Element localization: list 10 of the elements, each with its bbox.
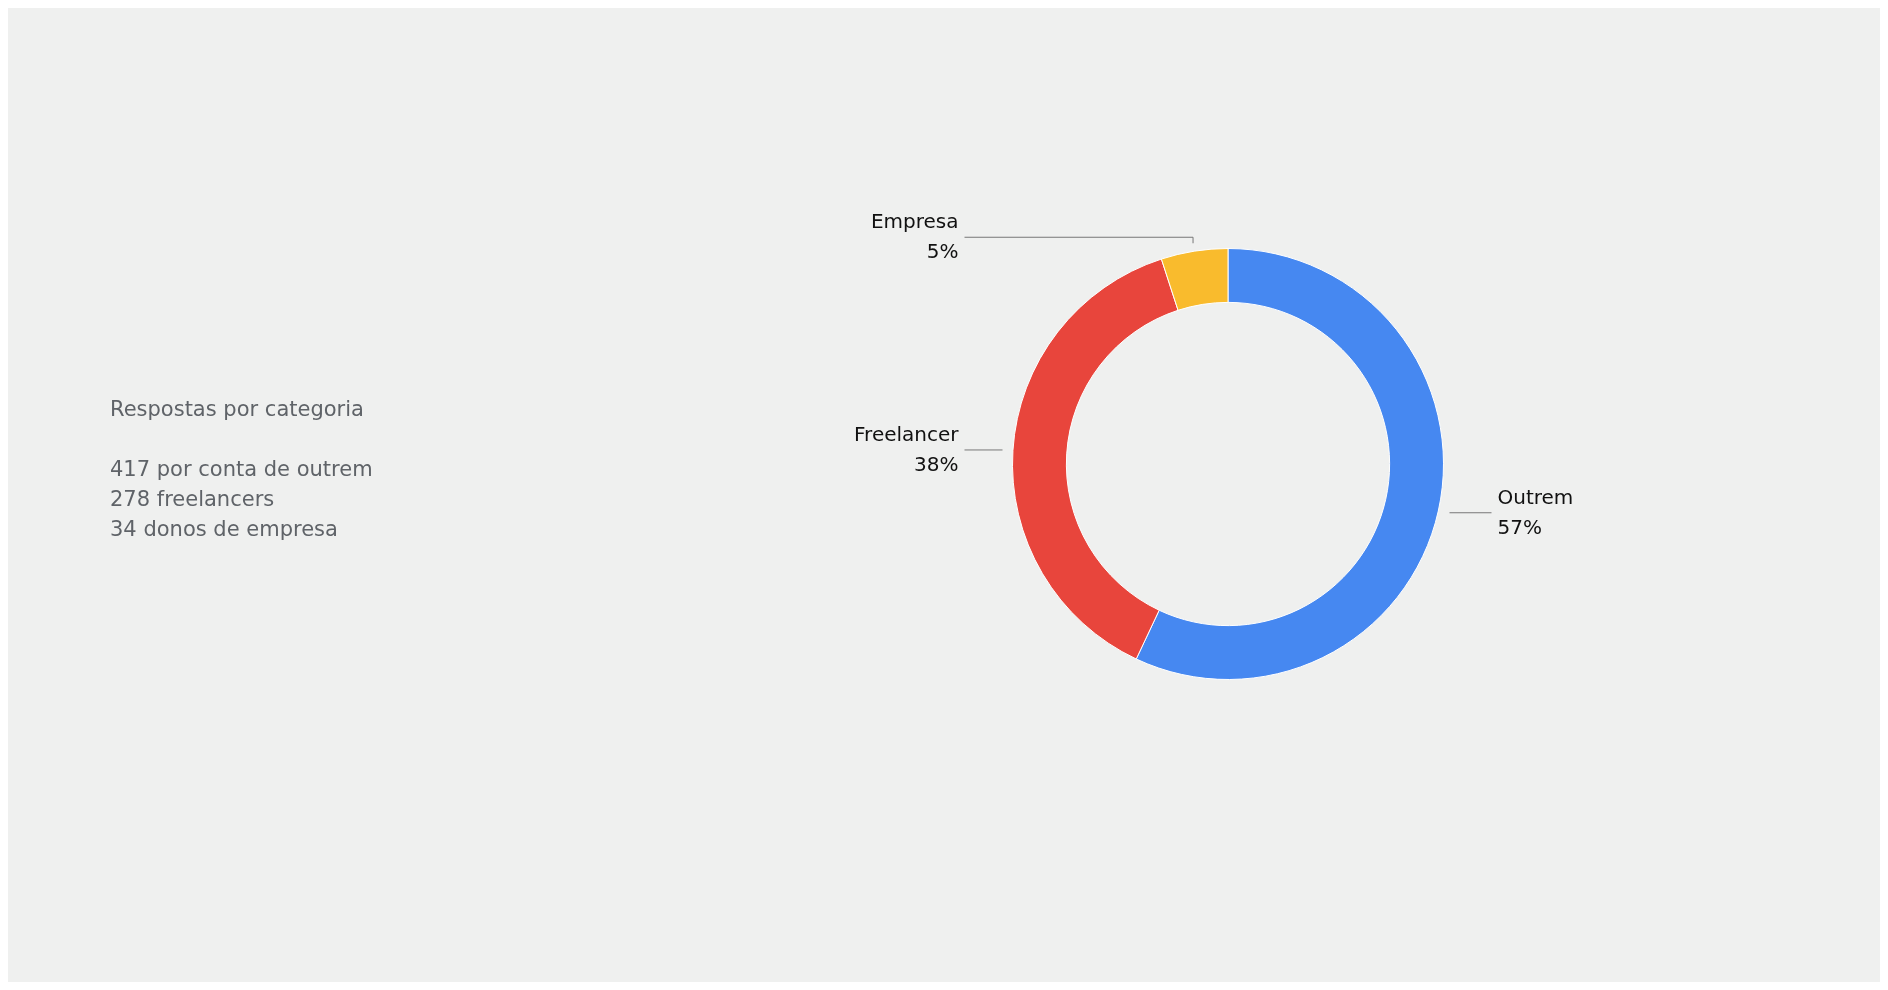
slice-label: Outrem [1497,484,1574,509]
text: 278 freelancers [110,486,276,513]
text: 417 por conta de outrem [110,456,373,483]
data-label: 57% [1497,514,1542,539]
slice-label: Freelancer [854,422,960,447]
text: 34 donos de empresa [110,516,339,543]
text: Respostas por categoria [110,396,365,423]
slice-label: Empresa [870,209,959,234]
data-label: 5% [926,239,959,264]
data-label: 38% [914,452,959,477]
